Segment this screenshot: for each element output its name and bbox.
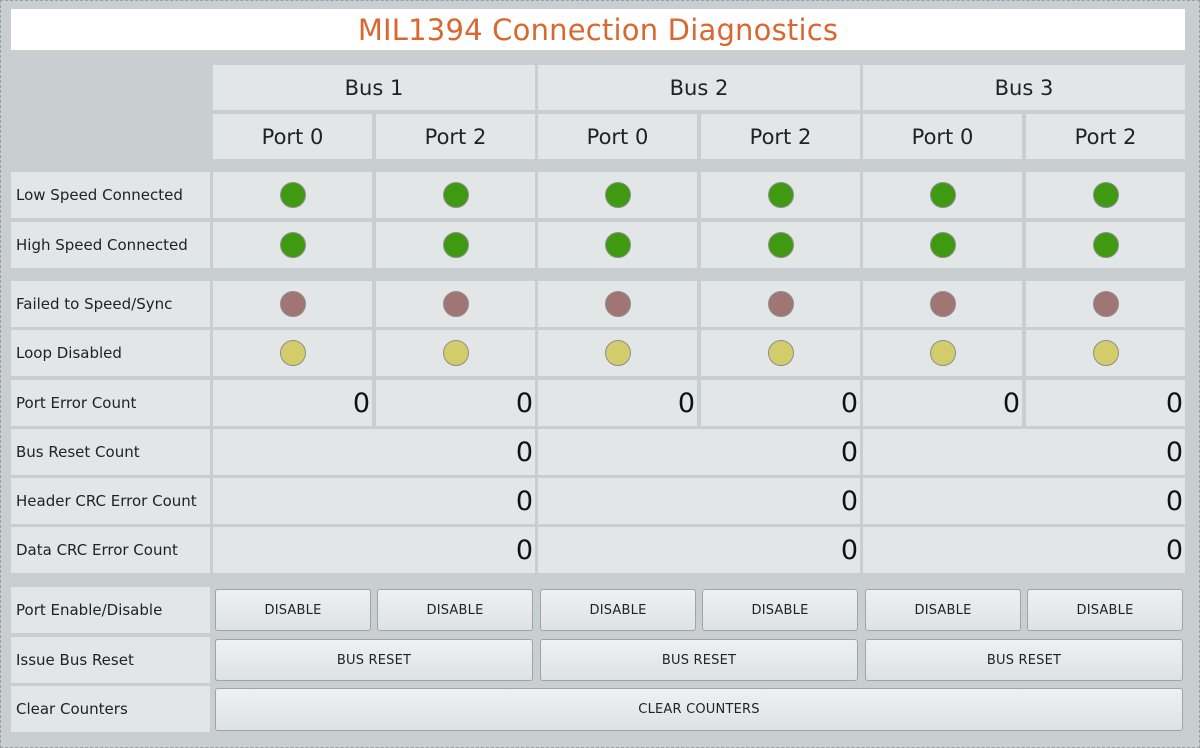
loop-disabled-indicator-icon <box>442 340 469 366</box>
row-label-loop-disabled: Loop Disabled <box>11 330 210 376</box>
loop-disabled-indicator-icon <box>929 340 956 366</box>
clear-counters-button[interactable]: CLEAR COUNTERS <box>215 688 1183 731</box>
led-cell <box>701 172 860 218</box>
led-cell <box>1026 222 1185 268</box>
port-error-value: 0 <box>1026 380 1185 426</box>
led-cell <box>863 222 1022 268</box>
led-cell <box>376 222 535 268</box>
led-cell <box>701 330 860 376</box>
header-crc-value: 0 <box>538 478 860 524</box>
failed-sync-indicator-icon <box>604 291 631 317</box>
bus-header-1: Bus 1 <box>213 65 535 110</box>
port-header: Port 2 <box>376 114 535 159</box>
low-speed-indicator-icon <box>1092 182 1119 208</box>
row-label-high-speed: High Speed Connected <box>11 222 210 268</box>
port-header: Port 0 <box>538 114 697 159</box>
led-cell <box>863 330 1022 376</box>
row-label-port-error: Port Error Count <box>11 380 210 426</box>
led-cell <box>701 222 860 268</box>
led-cell <box>1026 281 1185 327</box>
row-label-header-crc: Header CRC Error Count <box>11 478 210 524</box>
led-cell <box>213 281 372 327</box>
led-cell <box>213 222 372 268</box>
port-error-value: 0 <box>701 380 860 426</box>
row-label-low-speed: Low Speed Connected <box>11 172 210 218</box>
disable-port-button[interactable]: DISABLE <box>865 589 1021 631</box>
led-cell <box>538 330 697 376</box>
bus-header-2: Bus 2 <box>538 65 860 110</box>
header-crc-value: 0 <box>213 478 535 524</box>
loop-disabled-indicator-icon <box>1092 340 1119 366</box>
low-speed-indicator-icon <box>929 182 956 208</box>
failed-sync-indicator-icon <box>1092 291 1119 317</box>
led-cell <box>863 172 1022 218</box>
led-cell <box>538 222 697 268</box>
led-cell <box>701 281 860 327</box>
high-speed-indicator-icon <box>604 232 631 258</box>
row-label-data-crc: Data CRC Error Count <box>11 527 210 573</box>
header-crc-value: 0 <box>863 478 1185 524</box>
led-cell <box>213 330 372 376</box>
row-label-clear-counters: Clear Counters <box>11 686 210 732</box>
bus-reset-count-value: 0 <box>213 429 535 475</box>
loop-disabled-indicator-icon <box>279 340 306 366</box>
failed-sync-indicator-icon <box>279 291 306 317</box>
led-cell <box>863 281 1022 327</box>
led-cell <box>1026 172 1185 218</box>
port-header: Port 2 <box>1026 114 1185 159</box>
failed-sync-indicator-icon <box>767 291 794 317</box>
data-crc-value: 0 <box>213 527 535 573</box>
row-label-failed-sync: Failed to Speed/Sync <box>11 281 210 327</box>
disable-port-button[interactable]: DISABLE <box>1027 589 1183 631</box>
port-error-value: 0 <box>863 380 1022 426</box>
row-label-port-enable: Port Enable/Disable <box>11 587 210 633</box>
header-corner <box>11 65 210 160</box>
disable-port-button[interactable]: DISABLE <box>540 589 696 631</box>
data-crc-value: 0 <box>538 527 860 573</box>
disable-port-button[interactable]: DISABLE <box>702 589 858 631</box>
low-speed-indicator-icon <box>442 182 469 208</box>
bus-reset-count-value: 0 <box>538 429 860 475</box>
led-cell <box>376 330 535 376</box>
data-crc-value: 0 <box>863 527 1185 573</box>
led-cell <box>376 281 535 327</box>
bus-reset-button[interactable]: BUS RESET <box>865 639 1183 681</box>
led-cell <box>376 172 535 218</box>
port-header: Port 0 <box>213 114 372 159</box>
failed-sync-indicator-icon <box>442 291 469 317</box>
high-speed-indicator-icon <box>279 232 306 258</box>
high-speed-indicator-icon <box>929 232 956 258</box>
bus-reset-button[interactable]: BUS RESET <box>215 639 533 681</box>
loop-disabled-indicator-icon <box>604 340 631 366</box>
low-speed-indicator-icon <box>279 182 306 208</box>
port-header: Port 0 <box>863 114 1022 159</box>
port-error-value: 0 <box>538 380 697 426</box>
led-cell <box>538 172 697 218</box>
port-error-value: 0 <box>213 380 372 426</box>
led-cell <box>538 281 697 327</box>
port-header: Port 2 <box>701 114 860 159</box>
disable-port-button[interactable]: DISABLE <box>377 589 533 631</box>
low-speed-indicator-icon <box>767 182 794 208</box>
disable-port-button[interactable]: DISABLE <box>215 589 371 631</box>
high-speed-indicator-icon <box>1092 232 1119 258</box>
low-speed-indicator-icon <box>604 182 631 208</box>
bus-reset-count-value: 0 <box>863 429 1185 475</box>
page-title: MIL1394 Connection Diagnostics <box>11 9 1185 50</box>
bus-reset-button[interactable]: BUS RESET <box>540 639 858 681</box>
bus-header-3: Bus 3 <box>863 65 1185 110</box>
failed-sync-indicator-icon <box>929 291 956 317</box>
led-cell <box>1026 330 1185 376</box>
row-label-bus-reset-count: Bus Reset Count <box>11 429 210 475</box>
loop-disabled-indicator-icon <box>767 340 794 366</box>
high-speed-indicator-icon <box>442 232 469 258</box>
high-speed-indicator-icon <box>767 232 794 258</box>
row-label-issue-reset: Issue Bus Reset <box>11 637 210 683</box>
led-cell <box>213 172 372 218</box>
port-error-value: 0 <box>376 380 535 426</box>
